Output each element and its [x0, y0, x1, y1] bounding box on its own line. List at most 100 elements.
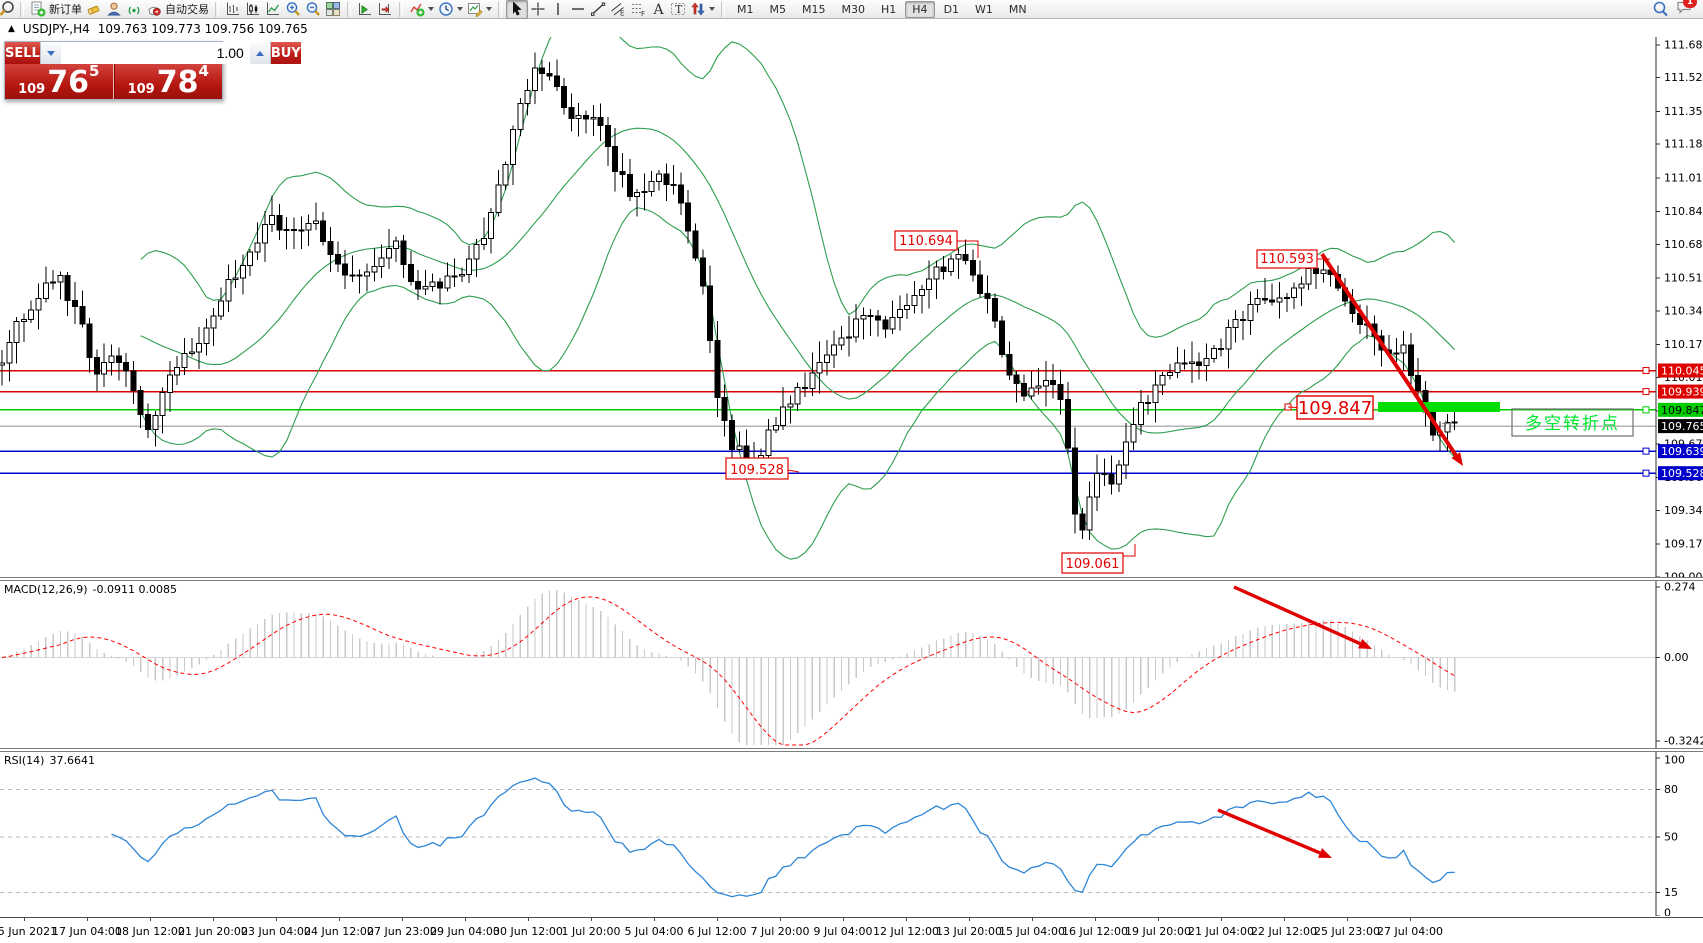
timeframe-m30[interactable]: M30 [841, 2, 866, 16]
candle-body [196, 343, 203, 353]
chart-shift-button[interactable] [375, 1, 395, 18]
sell-button[interactable]: SELL [5, 42, 40, 64]
tile-windows-button[interactable] [323, 1, 343, 18]
line-chart-button[interactable] [263, 1, 283, 18]
panel-separator[interactable] [0, 577, 1703, 581]
candle-body [1035, 385, 1042, 389]
crosshair-button[interactable] [528, 1, 548, 18]
timeframe-m1[interactable]: M1 [737, 2, 754, 16]
template-button[interactable] [465, 1, 494, 18]
signal-button[interactable] [124, 1, 144, 18]
cursor-button[interactable] [506, 0, 528, 19]
trend-arrow-line[interactable] [1233, 585, 1361, 646]
fibo-button[interactable]: F [628, 1, 648, 18]
candle-body [312, 220, 319, 225]
line-anchor-handle[interactable] [1642, 469, 1650, 477]
hline-button[interactable] [568, 1, 588, 18]
line-anchor-handle[interactable] [1642, 367, 1650, 375]
price-axis-tick-label: 110.175 [1664, 338, 1703, 351]
zoom-in-button[interactable] [283, 1, 303, 18]
label-button[interactable]: T [668, 1, 688, 18]
trendline-button[interactable] [588, 1, 608, 18]
buy-button[interactable]: BUY [270, 42, 301, 64]
vline-button[interactable] [548, 1, 568, 18]
line-anchor-handle[interactable] [1642, 406, 1650, 414]
buy-price-tile[interactable]: 109 78 4 [113, 64, 222, 99]
svg-text:多空转折点: 多空转折点 [1525, 414, 1620, 434]
bars-chart-button[interactable] [223, 1, 243, 18]
timeframe-m5[interactable]: M5 [769, 2, 787, 16]
trend-arrow-line[interactable] [1217, 808, 1321, 855]
candle-body [816, 361, 823, 374]
chevron-down-icon[interactable] [709, 7, 715, 11]
eraser-button[interactable] [84, 1, 104, 18]
candle-body [225, 279, 232, 302]
indicators-button[interactable] [407, 1, 436, 18]
candle-body [1313, 268, 1319, 274]
time-axis-label: 9 Jul 04:00 [813, 925, 873, 938]
chevron-down-icon[interactable] [428, 7, 434, 11]
clock-icon [438, 1, 454, 17]
search-icon[interactable] [1652, 1, 1668, 17]
timeframe-h4[interactable]: H4 [905, 0, 935, 18]
volume-decrease-button[interactable] [40, 42, 61, 64]
svg-text:A: A [653, 2, 665, 17]
timeframe-d1[interactable]: D1 [943, 2, 960, 16]
macd-panel[interactable]: 0.274 0.00 -0.3242 [0, 581, 1703, 748]
volume-input[interactable] [60, 42, 250, 64]
support-zone-bar[interactable] [1378, 402, 1500, 412]
annotation-text: 109.061 [1066, 557, 1120, 572]
candle-body [568, 107, 575, 119]
window-button[interactable] [0, 1, 16, 18]
zoom-out-button[interactable] [303, 1, 323, 18]
sell-price-tile[interactable]: 109 76 5 [5, 64, 114, 99]
main-price-chart[interactable]: 110.694 110.593 109.528 109.061 109.847 多空转折点… [0, 37, 1703, 577]
candle-body [546, 73, 553, 77]
candle-body [831, 344, 838, 356]
autoscroll-button[interactable] [355, 1, 375, 18]
time-axis-tick [276, 918, 277, 921]
macd-axis-tick-label: -0.3242 [1664, 734, 1703, 747]
timeframe-mn[interactable]: MN [1008, 2, 1027, 16]
price-annotation[interactable]: 109.528 [725, 457, 800, 480]
clock-button[interactable] [436, 1, 465, 18]
time-axis-tick [213, 918, 214, 921]
key-level-annotation[interactable]: 109.847 [1284, 395, 1374, 420]
time-axis-label: 27 Jun 23:00 [367, 925, 437, 938]
profile-button[interactable] [104, 1, 124, 18]
timeframe-h1[interactable]: H1 [881, 2, 897, 16]
collapse-triangle-icon[interactable]: ▲ [8, 23, 15, 34]
timeframe-m15[interactable]: M15 [802, 2, 826, 16]
new-order-button[interactable]: 新订单 [28, 1, 84, 18]
price-annotation[interactable]: 110.694 [894, 230, 979, 258]
candle-body [72, 299, 78, 308]
candles-chart-button[interactable] [243, 1, 263, 18]
candle-body [1013, 374, 1020, 384]
arrows-button[interactable] [688, 1, 717, 18]
panel-separator[interactable] [0, 748, 1703, 752]
candle-body [860, 314, 867, 320]
channel-button[interactable]: E [608, 1, 628, 18]
chevron-down-icon[interactable] [457, 7, 463, 11]
candle-body [809, 372, 816, 389]
line-anchor-handle[interactable] [1642, 388, 1650, 396]
trend-arrow-line[interactable] [1320, 252, 1458, 457]
candle-body [210, 315, 217, 329]
arrowhead [1451, 452, 1463, 466]
candle-body [1240, 319, 1246, 322]
autotrade-button[interactable]: 自动交易 [144, 1, 211, 18]
chevron-down-icon[interactable] [486, 7, 492, 11]
line-anchor-handle[interactable] [1642, 447, 1650, 455]
price-annotation[interactable]: 110.593 [1256, 249, 1330, 269]
chat-button[interactable]: 1 [1676, 0, 1697, 19]
rsi-panel[interactable]: 100 80 50 15 0 [0, 752, 1703, 916]
cn-note-annotation[interactable]: 多空转折点 [1511, 408, 1634, 437]
volume-increase-button[interactable] [249, 42, 270, 64]
timeframe-w1[interactable]: W1 [975, 2, 993, 16]
price-annotation[interactable]: 109.061 [1061, 544, 1136, 574]
new-order-icon [30, 1, 46, 17]
candle-body [1115, 464, 1122, 485]
price-level-badge [1658, 384, 1703, 399]
text-button[interactable]: A [648, 1, 668, 18]
